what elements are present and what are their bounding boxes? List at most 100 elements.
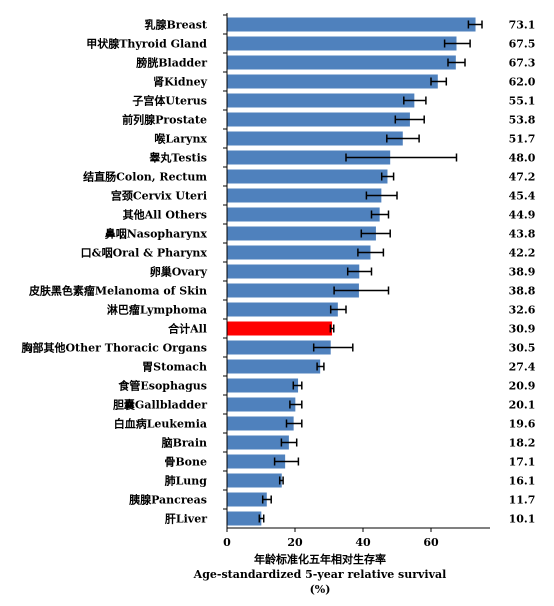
error-bar bbox=[360, 229, 391, 238]
bar bbox=[227, 93, 415, 108]
error-bars bbox=[258, 20, 483, 523]
bar bbox=[227, 36, 457, 51]
category-label: 淋巴瘤Lymphoma bbox=[107, 303, 207, 317]
category-label: 脑Brain bbox=[162, 436, 207, 450]
category-label: 宫颈Cervix Uteri bbox=[111, 189, 207, 203]
value-label: 16.1 bbox=[509, 475, 536, 488]
error-bar bbox=[380, 172, 395, 181]
error-bar bbox=[394, 115, 425, 124]
bar bbox=[227, 226, 376, 241]
value-label: 47.2 bbox=[509, 171, 536, 184]
value-label: 10.1 bbox=[509, 513, 536, 526]
value-label: 30.5 bbox=[509, 342, 536, 355]
value-label: 67.3 bbox=[509, 57, 536, 70]
category-label: 皮肤黑色素瘤Melanoma of Skin bbox=[28, 284, 207, 298]
category-label: 肺Lung bbox=[165, 474, 208, 488]
category-label: 睾丸Testis bbox=[149, 151, 207, 165]
category-label: 骨Bone bbox=[164, 456, 207, 469]
bar bbox=[227, 378, 299, 393]
error-bar bbox=[316, 362, 325, 371]
bar bbox=[227, 454, 286, 469]
bar bbox=[227, 473, 282, 488]
category-label: 卵巢Ovary bbox=[150, 265, 208, 279]
value-label: 53.8 bbox=[509, 114, 536, 127]
bar bbox=[227, 150, 391, 165]
value-label: 38.9 bbox=[509, 266, 536, 279]
error-bar bbox=[329, 324, 335, 333]
bar bbox=[227, 511, 262, 526]
value-label: 27.4 bbox=[509, 361, 536, 374]
value-label: 44.9 bbox=[509, 209, 536, 222]
category-label: 前列腺Prostate bbox=[122, 113, 207, 127]
error-bar bbox=[386, 134, 420, 143]
x-axis-title-line: 年龄标准化五年相对生存率 bbox=[254, 552, 386, 566]
value-label: 20.1 bbox=[509, 399, 536, 412]
error-bar bbox=[278, 476, 284, 485]
error-bar bbox=[447, 58, 466, 67]
error-bar bbox=[430, 77, 448, 86]
error-bar bbox=[312, 343, 354, 352]
bar bbox=[227, 74, 438, 89]
category-label: 子宫体Uterus bbox=[132, 94, 207, 108]
value-label: 51.7 bbox=[509, 133, 536, 146]
error-bar bbox=[261, 495, 272, 504]
bars bbox=[227, 17, 476, 526]
category-label: 其他All Others bbox=[123, 208, 207, 222]
x-tick-label: 0 bbox=[223, 536, 231, 549]
x-tick-label: 40 bbox=[355, 536, 371, 549]
value-label: 67.5 bbox=[509, 38, 536, 51]
bar bbox=[227, 416, 294, 431]
category-label: 甲状腺Thyroid Gland bbox=[86, 37, 207, 51]
category-label: 鼻咽Nasopharynx bbox=[105, 227, 208, 241]
error-bar bbox=[370, 210, 390, 219]
value-label: 20.9 bbox=[509, 380, 536, 393]
axes: 0 20 40 60 bbox=[223, 13, 490, 549]
error-bar bbox=[258, 514, 265, 523]
x-axis-title: 年龄标准化五年相对生存率 Age-standardized 5-year rela… bbox=[193, 552, 447, 596]
x-tick-label: 60 bbox=[423, 536, 439, 549]
value-label: 11.7 bbox=[509, 494, 536, 507]
bar bbox=[227, 492, 267, 507]
category-label: 结直肠Colon, Rectum bbox=[82, 170, 207, 184]
bar bbox=[227, 112, 410, 127]
bar bbox=[227, 55, 456, 70]
x-tick-label: 20 bbox=[287, 536, 303, 549]
value-label: 32.6 bbox=[509, 304, 536, 317]
bar bbox=[227, 264, 360, 279]
bar bbox=[227, 397, 296, 412]
error-bar bbox=[443, 39, 471, 48]
error-bar bbox=[345, 153, 458, 162]
value-label: 17.1 bbox=[509, 456, 536, 469]
bar bbox=[227, 302, 338, 317]
error-bar bbox=[280, 438, 298, 447]
value-label: 19.6 bbox=[509, 418, 536, 431]
value-label: 42.2 bbox=[509, 247, 536, 260]
category-label: 胃Stomach bbox=[142, 361, 207, 374]
category-label: 肾Kidney bbox=[153, 75, 207, 89]
bar bbox=[227, 435, 289, 450]
error-bar bbox=[365, 191, 398, 200]
bar bbox=[227, 321, 333, 336]
value-label: 45.4 bbox=[509, 190, 536, 203]
bar bbox=[227, 169, 388, 184]
bar bbox=[227, 359, 321, 374]
category-label: 合计All bbox=[168, 322, 207, 336]
bar bbox=[227, 207, 380, 222]
error-bar bbox=[346, 267, 373, 276]
error-bar bbox=[467, 20, 483, 29]
bar bbox=[227, 188, 382, 203]
value-label: 38.8 bbox=[509, 285, 536, 298]
value-label: 43.8 bbox=[509, 228, 536, 241]
error-bar bbox=[273, 457, 300, 466]
value-label: 73.1 bbox=[509, 19, 536, 32]
value-label: 62.0 bbox=[509, 76, 536, 89]
category-label: 肝Liver bbox=[165, 513, 207, 526]
category-label: 胸部其他Other Thoracic Organs bbox=[21, 341, 207, 355]
x-axis-title-line: Age-standardized 5-year relative surviva… bbox=[193, 568, 447, 581]
bar bbox=[227, 131, 403, 146]
error-bar bbox=[292, 381, 303, 390]
category-label: 乳腺Breast bbox=[145, 18, 208, 32]
value-label: 48.0 bbox=[509, 152, 536, 165]
error-bar bbox=[285, 419, 303, 428]
category-label: 喉Larynx bbox=[154, 132, 207, 146]
